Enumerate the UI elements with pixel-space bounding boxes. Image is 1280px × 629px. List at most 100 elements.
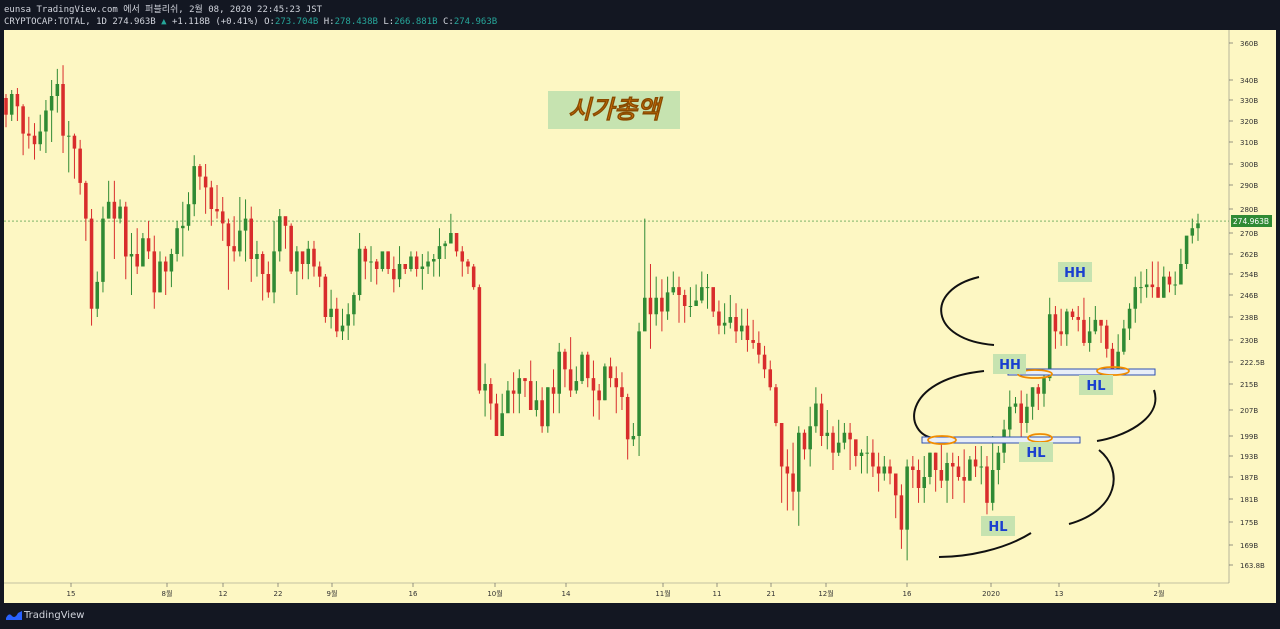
x-tick-label: 16 <box>409 590 418 598</box>
x-tick-label: 8월 <box>162 589 173 598</box>
candle <box>409 251 413 272</box>
candle <box>420 254 425 290</box>
candle <box>135 228 139 274</box>
candle-body <box>466 261 470 267</box>
y-tick-label: 262B <box>1240 251 1258 259</box>
candle-body <box>956 466 961 477</box>
candle <box>152 235 157 309</box>
candle <box>825 410 830 450</box>
candle <box>181 201 185 257</box>
x-tick-label: 12월 <box>818 589 833 598</box>
price-chart[interactable]: 360B 340B 330B 320B 310B 300B 290B 280B 270B 262B… <box>4 30 1276 603</box>
candle-body <box>517 378 522 394</box>
candle-body <box>186 204 191 226</box>
candle <box>1122 319 1126 355</box>
x-tick-label: 15 <box>67 590 76 598</box>
y-tick-label: 360B <box>1240 40 1258 48</box>
candle-body <box>774 387 778 423</box>
candle-body <box>101 218 105 282</box>
low-label: L: <box>383 17 395 27</box>
candle-body <box>785 466 790 474</box>
candle <box>9 90 14 121</box>
candle <box>272 221 276 304</box>
candle <box>899 484 904 549</box>
candle-body <box>762 354 767 370</box>
candle <box>802 429 807 460</box>
candle-body <box>15 94 20 107</box>
candle-body <box>688 306 693 307</box>
candle <box>528 360 533 410</box>
candle-body <box>249 218 254 259</box>
time-axis[interactable] <box>4 583 1276 603</box>
candle-body <box>540 400 544 427</box>
candle <box>1025 393 1029 433</box>
candle-body <box>243 218 248 231</box>
candle <box>1076 306 1080 332</box>
candle-body <box>409 256 413 269</box>
candle-body <box>1099 319 1103 326</box>
candle <box>335 297 339 338</box>
candle-body <box>152 251 157 293</box>
candle-body <box>72 135 77 149</box>
candle-body <box>437 246 442 259</box>
candle-body <box>745 325 750 340</box>
open-label: O: <box>264 17 275 27</box>
candle <box>1082 297 1086 346</box>
candle-body <box>283 216 288 226</box>
candle <box>506 381 510 414</box>
candle-body <box>198 166 202 177</box>
highlight-ellipse-1 <box>927 435 957 445</box>
candle <box>466 259 470 274</box>
chart-header: eunsa TradingView.com 에서 퍼블리쉬, 2월 08, 20… <box>0 0 1280 30</box>
candle-body <box>1019 403 1023 423</box>
candle-body <box>1150 284 1155 288</box>
arc-bottom <box>938 532 1032 558</box>
y-tick-label: 193B <box>1240 453 1258 461</box>
candle <box>654 276 658 326</box>
low-value: 266.881B <box>394 17 438 27</box>
candle <box>762 345 767 379</box>
candle-body <box>1042 378 1046 394</box>
annotation-hh-lower: HH <box>999 358 1021 373</box>
candle <box>722 303 727 335</box>
candle-body <box>836 442 841 453</box>
candle <box>431 254 436 277</box>
price-axis[interactable] <box>1229 30 1276 583</box>
candle <box>842 423 847 450</box>
label-box <box>1058 262 1092 282</box>
candle-body <box>414 256 419 269</box>
change-arrow-icon: ▲ <box>161 17 167 27</box>
candle-body <box>306 248 311 264</box>
x-tick-label: 10월 <box>487 589 502 598</box>
candle-body <box>238 230 242 252</box>
candle <box>118 199 122 224</box>
candle <box>1167 271 1172 293</box>
candle <box>574 366 579 394</box>
candle <box>1184 235 1189 269</box>
candle-body <box>1047 314 1052 379</box>
label-box <box>1019 442 1053 462</box>
candle <box>89 209 94 326</box>
candle <box>962 449 966 503</box>
candle <box>500 393 504 436</box>
candle-body <box>323 276 328 317</box>
candle <box>608 357 613 388</box>
candle <box>249 206 254 282</box>
candle <box>175 221 179 262</box>
candle <box>1150 261 1155 298</box>
candle <box>397 246 402 288</box>
x-tick-label: 11월 <box>655 589 670 598</box>
candle-body <box>985 466 989 503</box>
candle <box>266 261 271 298</box>
candle-body <box>933 452 938 470</box>
candle <box>323 274 328 323</box>
candle-body <box>66 135 71 137</box>
candle <box>112 180 117 259</box>
candle-body <box>791 473 795 492</box>
candle-body <box>608 366 613 379</box>
x-tick-label: 21 <box>767 590 776 598</box>
candle-body <box>1162 276 1166 298</box>
y-tick-label: 310B <box>1240 139 1258 147</box>
y-tick-label: 169B <box>1240 542 1258 550</box>
candle <box>494 393 499 436</box>
